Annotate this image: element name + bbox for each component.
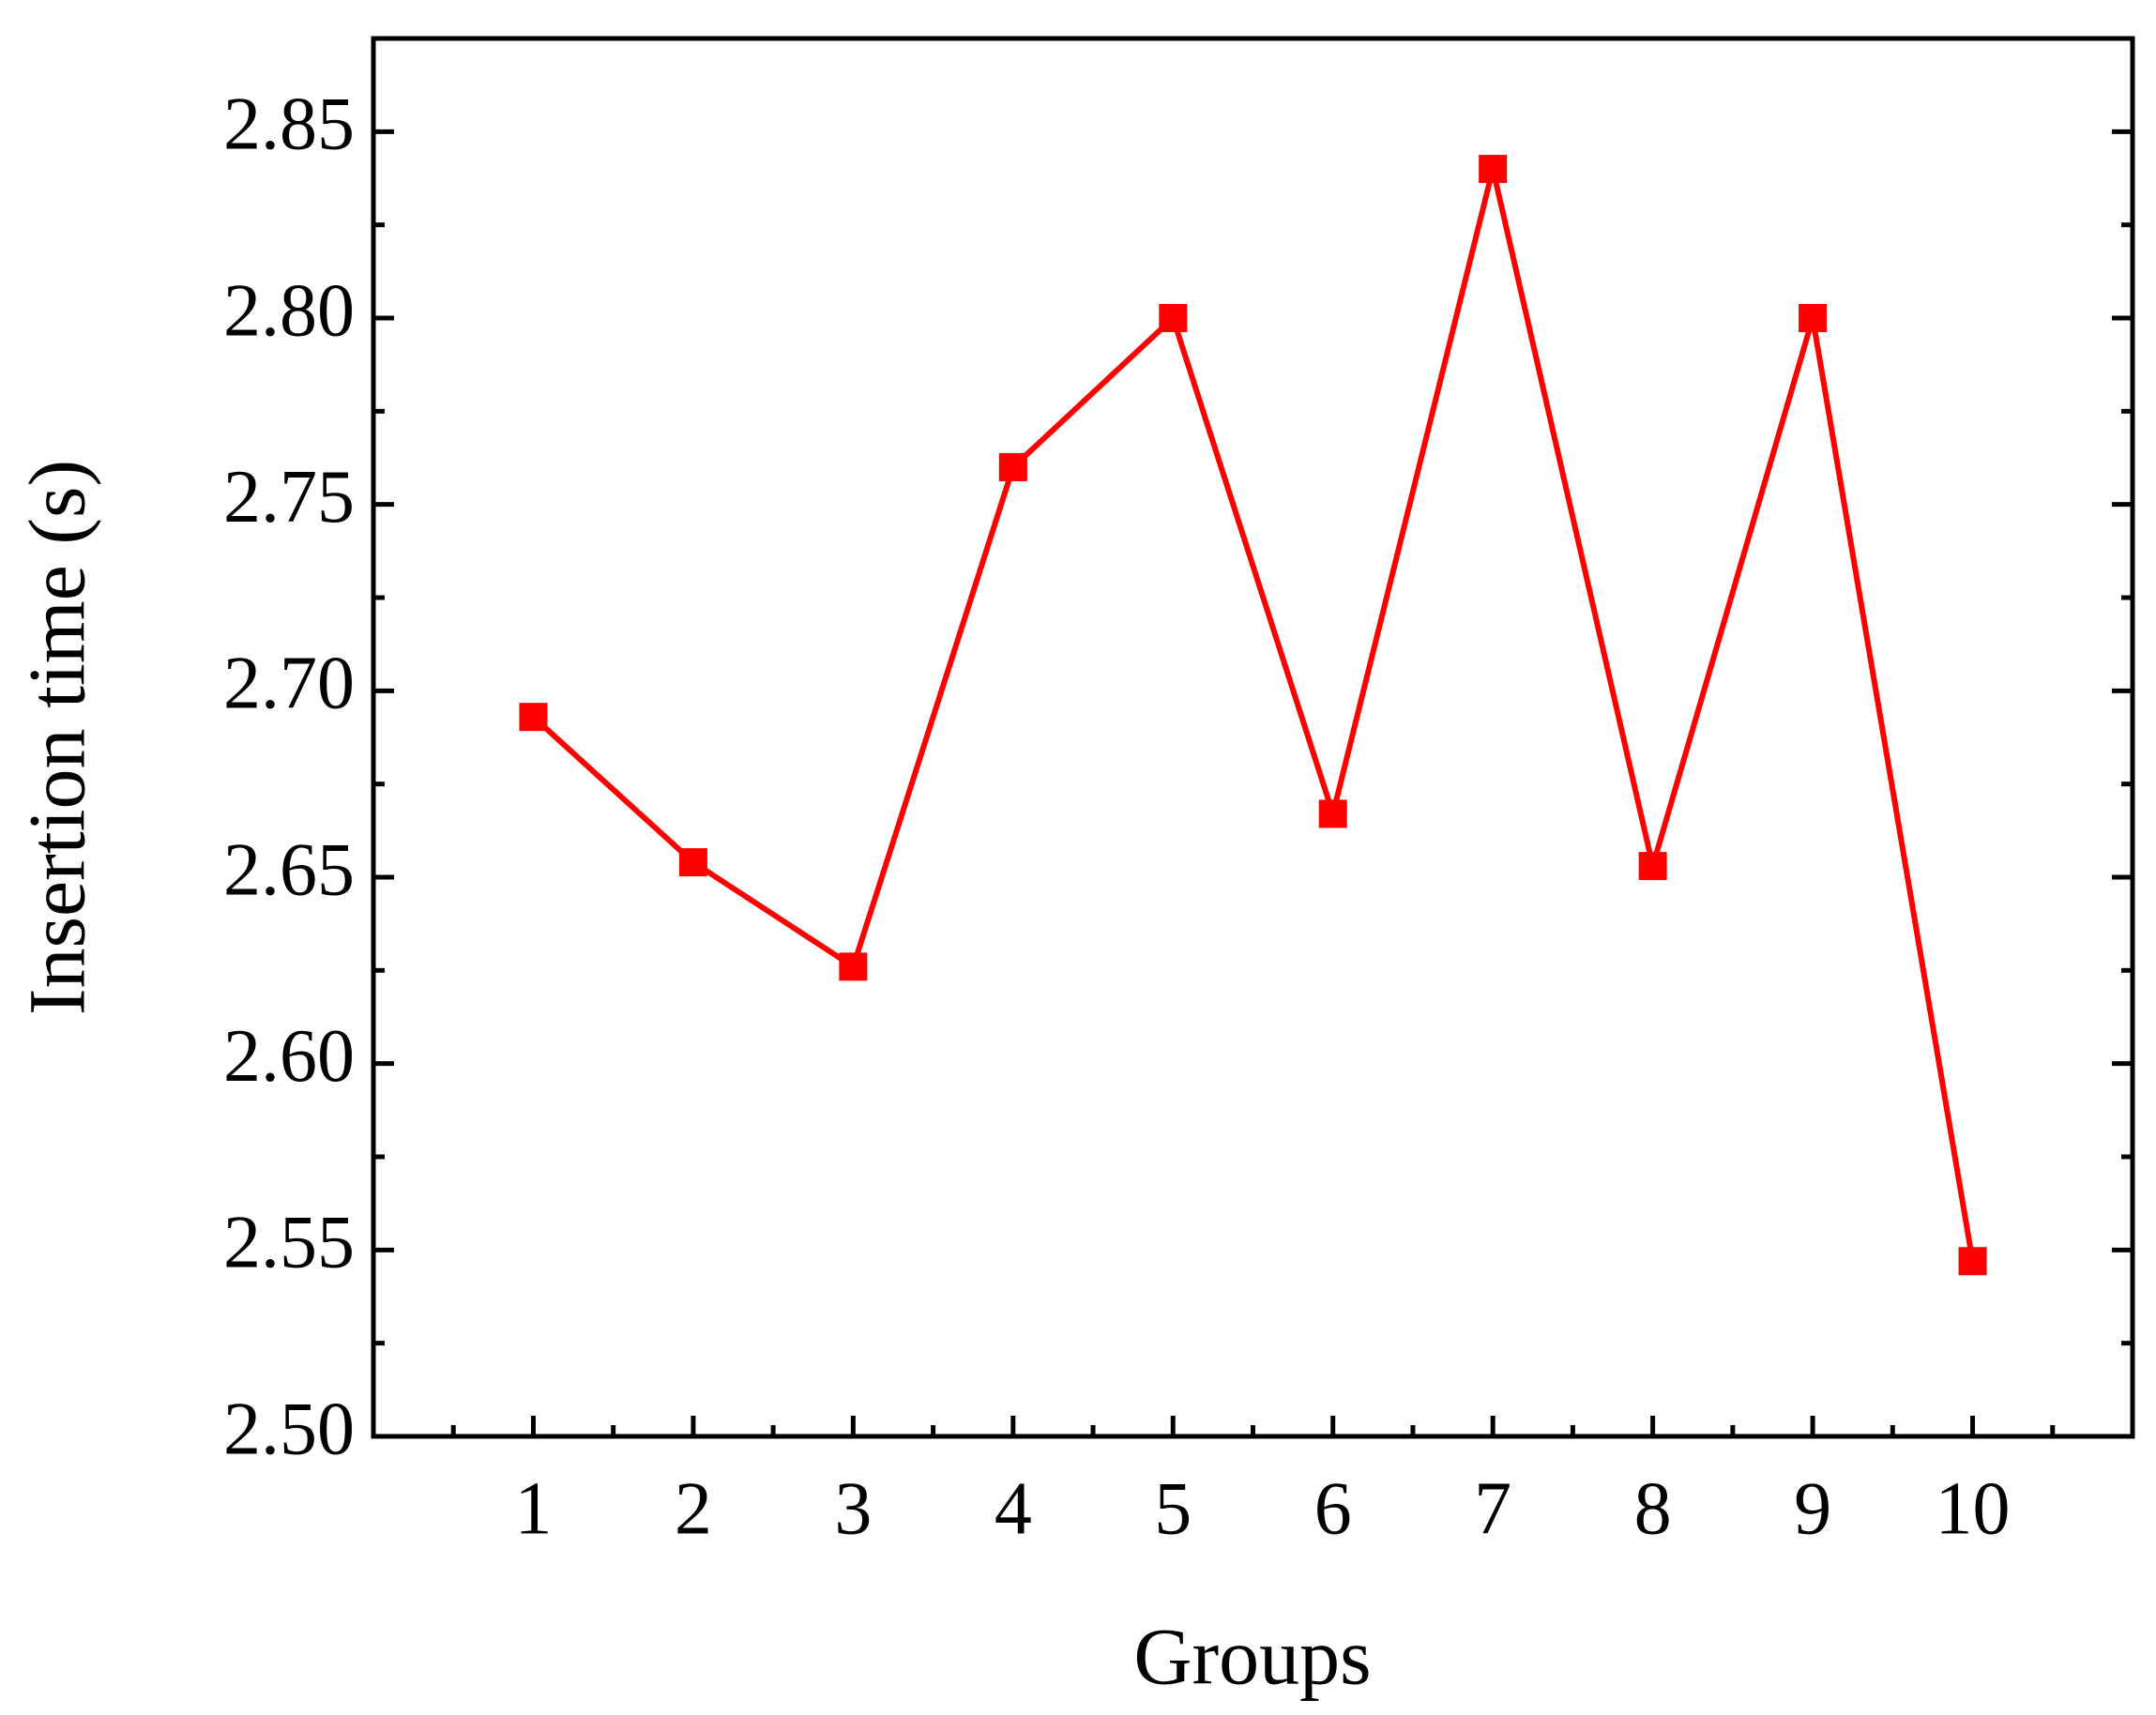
y-tick-label: 2.75: [223, 456, 355, 539]
x-tick-label: 6: [1314, 1467, 1352, 1550]
x-tick-label: 8: [1634, 1467, 1672, 1550]
x-tick-label: 9: [1794, 1467, 1831, 1550]
x-tick-label: 4: [994, 1467, 1032, 1550]
marker: [519, 703, 548, 732]
y-axis-title: Insertion time (s): [12, 460, 102, 1015]
x-axis-title: Groups: [1133, 1612, 1371, 1702]
x-tick-label: 1: [514, 1467, 552, 1550]
marker: [1318, 799, 1347, 828]
marker: [1638, 852, 1667, 881]
marker: [998, 452, 1027, 481]
x-tick-label: 2: [675, 1467, 712, 1550]
y-tick-label: 2.70: [223, 643, 355, 725]
x-tick-label: 5: [1154, 1467, 1192, 1550]
marker: [1958, 1247, 1987, 1276]
x-tick-label: 7: [1474, 1467, 1511, 1550]
marker: [839, 952, 868, 981]
y-tick-label: 2.60: [223, 1015, 355, 1098]
marker: [1479, 155, 1508, 184]
y-tick-label: 2.55: [223, 1202, 355, 1284]
x-tick-label: 10: [1936, 1467, 2011, 1550]
y-tick-label: 2.50: [223, 1388, 355, 1470]
x-tick-label: 3: [834, 1467, 872, 1550]
y-tick-label: 2.80: [223, 269, 355, 352]
marker: [1159, 304, 1188, 332]
y-tick-label: 2.65: [223, 828, 355, 911]
marker: [1799, 304, 1828, 332]
marker: [678, 848, 707, 877]
plot-frame: [371, 36, 2135, 1439]
series-line: [531, 168, 1976, 1262]
y-tick-label: 2.85: [223, 83, 355, 166]
